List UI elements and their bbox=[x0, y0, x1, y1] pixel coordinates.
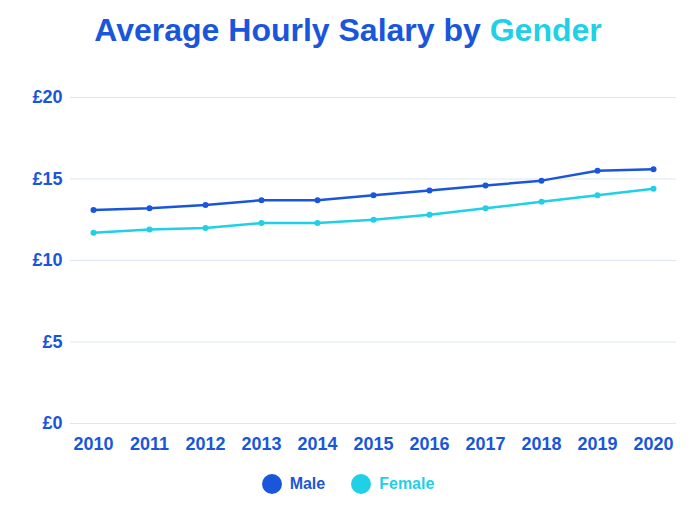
svg-text:2014: 2014 bbox=[297, 434, 337, 454]
svg-text:2018: 2018 bbox=[521, 434, 561, 454]
svg-text:£10: £10 bbox=[32, 250, 62, 270]
svg-text:2010: 2010 bbox=[73, 434, 113, 454]
svg-text:2011: 2011 bbox=[130, 434, 169, 454]
svg-text:£20: £20 bbox=[32, 87, 62, 107]
svg-text:2017: 2017 bbox=[465, 434, 505, 454]
svg-text:£5: £5 bbox=[42, 332, 62, 352]
html-text:Female: Female bbox=[379, 474, 435, 492]
svg-text:£0: £0 bbox=[42, 413, 62, 433]
svg-text:2020: 2020 bbox=[633, 434, 673, 454]
svg-text:£15: £15 bbox=[32, 169, 62, 189]
html-text:Average Hourly Salary by Gende: Average Hourly Salary by Gender bbox=[94, 12, 602, 48]
svg-text:2016: 2016 bbox=[409, 434, 449, 454]
svg-text:2012: 2012 bbox=[185, 434, 225, 454]
svg-text:2015: 2015 bbox=[353, 434, 393, 454]
html-text:Male: Male bbox=[289, 474, 326, 492]
svg-text:2019: 2019 bbox=[577, 434, 617, 454]
svg-text:2013: 2013 bbox=[241, 434, 281, 454]
